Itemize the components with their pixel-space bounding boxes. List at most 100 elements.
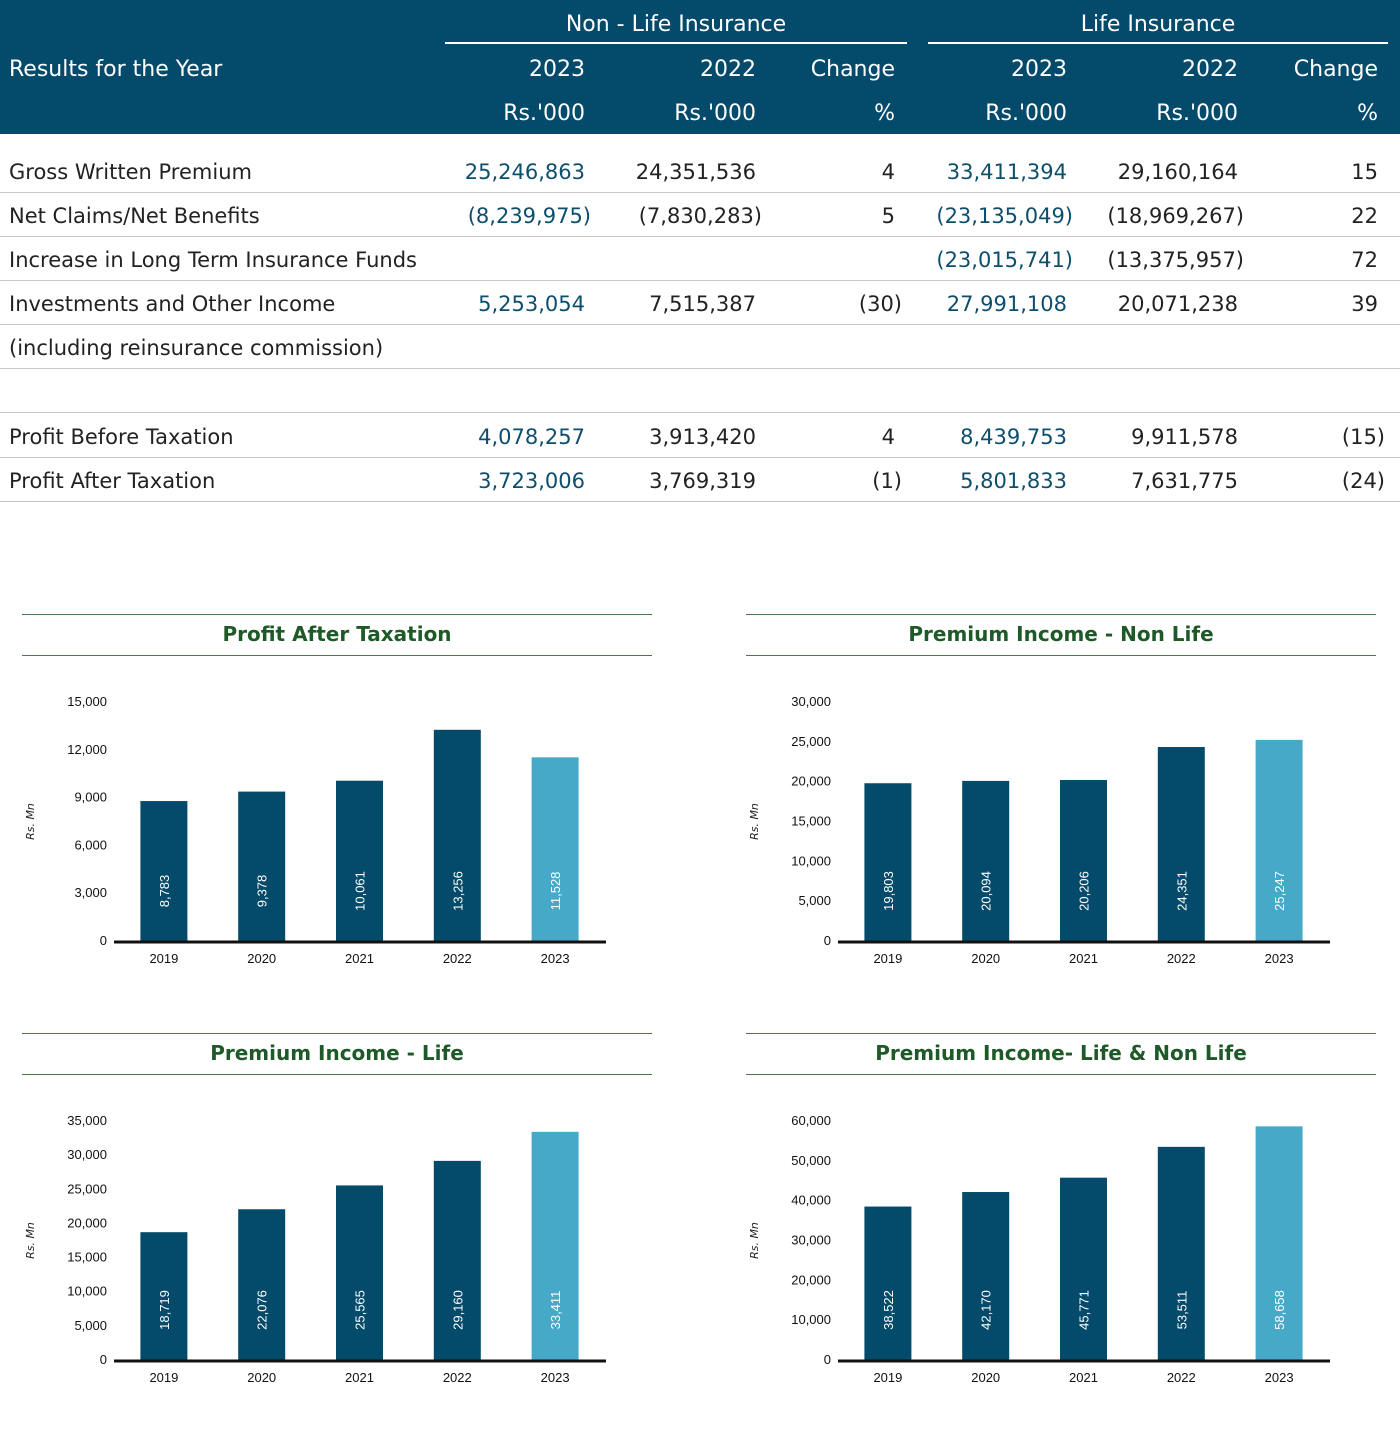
bar-value-label: 13,256 <box>450 871 465 911</box>
bar <box>433 1160 481 1360</box>
x-tick-label: 2020 <box>247 951 276 966</box>
col-header-unit: Rs.'000 <box>1156 101 1238 126</box>
group-rule-life <box>928 42 1388 44</box>
col-header-unit: Rs.'000 <box>674 101 756 126</box>
bar <box>1060 1177 1107 1360</box>
y-tick-label: 50,000 <box>791 1153 831 1168</box>
bar-value-label: 29,160 <box>450 1290 465 1330</box>
col-header-year: 2022 <box>1182 57 1238 82</box>
bar-value-label: 9,378 <box>255 875 270 908</box>
chart-premium-income-life: Premium Income - Life Rs. Mn 0 5,000 10,000… <box>0 1033 680 1433</box>
bar-value-label: 38,522 <box>881 1290 896 1330</box>
bar <box>962 1192 1010 1360</box>
cell-value: (23,135,049) <box>936 204 1073 228</box>
chart-profit-after-taxation: Profit After Taxation Rs. Mn 0 3,000 6,000 9… <box>0 614 680 1014</box>
row-label: Increase in Long Term Insurance Funds <box>9 248 417 272</box>
bar <box>140 801 188 941</box>
chart-plot: Rs. Mn 0 3,000 6,000 9,000 12,000 15,000 8,783 2… <box>24 694 606 966</box>
x-tick-label: 2022 <box>443 1370 472 1385</box>
x-tick-label: 2022 <box>1167 1370 1196 1385</box>
y-tick-label: 3,000 <box>74 885 107 900</box>
y-tick-label: 15,000 <box>67 1250 107 1265</box>
table-row: Profit Before Taxation 4,078,257 3,913,4… <box>0 413 1400 458</box>
x-tick-label: 2020 <box>971 1370 1000 1385</box>
bar <box>962 780 1010 941</box>
y-tick-label: 0 <box>824 933 831 948</box>
y-tick-label: 20,000 <box>791 774 831 789</box>
cell-value: (1) <box>872 469 902 493</box>
cell-value: (13,375,957) <box>1107 248 1244 272</box>
cell-value: 7,631,775 <box>1131 469 1238 493</box>
chart-title: Premium Income- Life & Non Life <box>746 1033 1376 1075</box>
cell-value: 24,351,536 <box>635 160 756 184</box>
chart-title: Premium Income - Life <box>22 1033 652 1075</box>
cell-value: 20,071,238 <box>1117 292 1238 316</box>
y-axis-title: Rs. Mn <box>748 803 761 840</box>
group-rule-non-life <box>445 42 907 44</box>
row-label: Profit Before Taxation <box>9 425 234 449</box>
bar <box>1255 1126 1303 1360</box>
chart-plot: Rs. Mn 0 5,000 10,000 15,000 20,000 25,000 30,0… <box>24 1113 606 1385</box>
table-row-spacer <box>0 368 1400 413</box>
x-tick-label: 2021 <box>1069 951 1098 966</box>
cell-value: 3,769,319 <box>649 469 756 493</box>
y-tick-label: 6,000 <box>74 837 107 852</box>
y-tick-label: 25,000 <box>791 734 831 749</box>
bar-value-label: 24,351 <box>1174 871 1189 911</box>
y-tick-label: 0 <box>100 933 107 948</box>
x-tick-label: 2021 <box>345 1370 374 1385</box>
x-tick-label: 2021 <box>1069 1370 1098 1385</box>
y-tick-label: 12,000 <box>67 742 107 757</box>
y-tick-label: 0 <box>824 1352 831 1367</box>
chart-premium-income-non-life: Premium Income - Non Life Rs. Mn 0 5,000 10… <box>724 614 1400 1014</box>
bar-value-label: 20,206 <box>1077 871 1092 911</box>
bar <box>1157 747 1205 941</box>
cell-value: 39 <box>1351 292 1378 316</box>
bar <box>336 780 383 941</box>
table-row: (including reinsurance commission) <box>0 324 1400 369</box>
y-tick-label: 15,000 <box>791 814 831 829</box>
chart-plot: Rs. Mn 0 5,000 10,000 15,000 20,000 25,000 30,0… <box>748 694 1330 966</box>
x-tick-label: 2021 <box>345 951 374 966</box>
x-tick-label: 2019 <box>873 1370 902 1385</box>
cell-value: 7,515,387 <box>649 292 756 316</box>
cell-value: 4 <box>881 425 895 449</box>
y-tick-label: 30,000 <box>791 1233 831 1248</box>
chart-title: Profit After Taxation <box>22 614 652 656</box>
x-tick-label: 2020 <box>247 1370 276 1385</box>
cell-value: 5,253,054 <box>478 292 585 316</box>
table-title: Results for the Year <box>9 57 223 82</box>
chart-title: Premium Income - Non Life <box>746 614 1376 656</box>
cell-value: 3,723,006 <box>478 469 585 493</box>
cell-value: 25,246,863 <box>464 160 585 184</box>
row-label: Net Claims/Net Benefits <box>9 204 260 228</box>
y-tick-label: 20,000 <box>67 1215 107 1230</box>
bar <box>864 783 912 941</box>
row-label: (including reinsurance commission) <box>9 336 384 360</box>
y-tick-label: 5,000 <box>798 893 831 908</box>
chart-premium-income-life-and-non-life: Premium Income- Life & Non Life Rs. Mn 0 1… <box>724 1033 1400 1433</box>
x-tick-label: 2020 <box>971 951 1000 966</box>
cell-value: (23,015,741) <box>936 248 1073 272</box>
bar <box>433 729 481 941</box>
x-tick-label: 2023 <box>1265 1370 1294 1385</box>
y-tick-label: 5,000 <box>74 1318 107 1333</box>
chart-plot: Rs. Mn 0 10,000 20,000 30,000 40,000 50,000 60,… <box>748 1113 1330 1385</box>
cell-value: 4 <box>881 160 895 184</box>
y-tick-label: 0 <box>100 1352 107 1367</box>
col-header-change: Change <box>810 57 895 82</box>
cell-value: 22 <box>1351 204 1378 228</box>
cell-value: 5 <box>881 204 895 228</box>
x-tick-label: 2023 <box>541 1370 570 1385</box>
cell-value: (7,830,283) <box>638 204 762 228</box>
cell-value: 33,411,394 <box>946 160 1067 184</box>
col-header-unit: % <box>1357 101 1378 126</box>
row-label: Profit After Taxation <box>9 469 216 493</box>
bar-value-label: 18,719 <box>157 1290 172 1330</box>
y-tick-label: 15,000 <box>67 694 107 709</box>
y-axis-title: Rs. Mn <box>748 1222 761 1259</box>
y-tick-label: 20,000 <box>791 1272 831 1287</box>
cell-value: (18,969,267) <box>1107 204 1244 228</box>
cell-value: 72 <box>1351 248 1378 272</box>
col-header-change: Change <box>1293 57 1378 82</box>
